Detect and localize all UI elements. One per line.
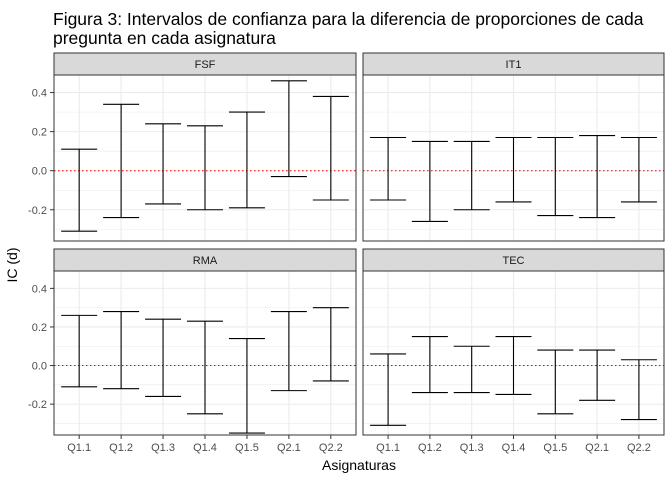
panel-fsf: FSF -0.2 0.0 0.2 0.4 — [28, 52, 357, 242]
errorbar-Q2-2 — [620, 136, 657, 203]
errorbar-Q1-1 — [61, 314, 98, 388]
panel-it1: IT1 — [362, 52, 665, 242]
strip-label: IT1 — [506, 59, 522, 71]
x-tick-label: Q2.2 — [319, 442, 343, 454]
errorbar-Q2-1 — [270, 310, 307, 392]
errorbar-Q2-2 — [312, 95, 349, 201]
strip-label: FSF — [195, 59, 216, 71]
errorbar-Q1-5 — [228, 111, 265, 209]
errorbar-Q2-1 — [579, 134, 616, 219]
y-tick-label: -0.2 — [28, 205, 47, 217]
errorbar-Q1-2 — [411, 336, 448, 394]
x-axis-title: Asignaturas — [322, 457, 396, 473]
x-tick-label: Q1.1 — [376, 442, 400, 454]
y-tick-label: 0.0 — [32, 361, 47, 373]
x-tick-label: Q1.2 — [418, 442, 442, 454]
strip-label: RMA — [193, 255, 218, 267]
chart-title-line-1: Figura 3: Intervalos de confianza para l… — [53, 9, 644, 29]
facet-panels: FSF -0.2 0.0 0.2 0.4 IT1 RMA -0.2 0.0 0.2 0.4 Q1.1 Q… — [28, 52, 665, 454]
errorbar-Q1-5 — [228, 337, 265, 434]
y-tick-label: 0.0 — [32, 166, 47, 178]
y-tick-label: 0.4 — [32, 88, 47, 100]
errorbar-Q1-2 — [411, 140, 448, 223]
errorbar-Q1-3 — [453, 140, 490, 211]
errorbar-Q1-3 — [145, 318, 182, 397]
panel-border — [362, 74, 665, 242]
errorbar-Q1-4 — [187, 320, 223, 415]
panel-border — [53, 74, 357, 242]
errorbar-Q1-1 — [370, 353, 407, 426]
y-tick-label: 0.2 — [32, 127, 47, 139]
x-tick-label: Q1.4 — [502, 442, 526, 454]
x-tick-label: Q1.3 — [151, 442, 175, 454]
errorbar-Q1-5 — [537, 349, 574, 415]
x-tick-label: Q2.1 — [277, 442, 301, 454]
x-tick-label: Q1.5 — [235, 442, 259, 454]
errorbar-Q2-2 — [312, 307, 349, 382]
x-tick-label: Q1.5 — [543, 442, 567, 454]
errorbar-Q1-4 — [495, 136, 532, 203]
x-tick-label: Q1.1 — [67, 442, 91, 454]
y-axis-title: IC (d) — [4, 248, 20, 283]
chart-title-line-2: pregunta en cada asignatura — [53, 28, 276, 48]
y-tick-label: -0.2 — [28, 399, 47, 411]
errorbar-Q1-1 — [370, 136, 407, 201]
errorbar-Q1-3 — [145, 123, 182, 205]
x-tick-label: Q2.2 — [627, 442, 651, 454]
y-tick-label: 0.4 — [32, 283, 47, 295]
errorbar-Q2-2 — [620, 359, 657, 421]
x-tick-label: Q1.3 — [460, 442, 484, 454]
errorbar-Q1-1 — [61, 148, 98, 232]
panel-tec: TEC Q1.1 Q1.2 Q1.3 Q1.4 Q1.5 Q2.1 Q2.2 — [362, 248, 665, 454]
panel-rma: RMA -0.2 0.0 0.2 0.4 Q1.1 Q1.2 Q1.3 Q1.4 Q1.5 Q2.1… — [28, 248, 357, 454]
errorbar-Q1-4 — [187, 125, 223, 211]
strip-label: TEC — [503, 255, 525, 267]
x-tick-label: Q1.4 — [193, 442, 217, 454]
y-tick-label: 0.2 — [32, 322, 47, 334]
x-tick-label: Q1.2 — [109, 442, 133, 454]
errorbar-Q1-5 — [537, 136, 574, 217]
errorbar-Q1-4 — [495, 336, 532, 396]
errorbar-Q1-2 — [103, 103, 140, 219]
errorbar-Q1-3 — [453, 345, 490, 394]
errorbar-Q2-1 — [270, 80, 307, 178]
errorbar-Q2-1 — [579, 349, 616, 401]
errorbar-Q1-2 — [103, 310, 140, 390]
x-tick-label: Q2.1 — [585, 442, 609, 454]
